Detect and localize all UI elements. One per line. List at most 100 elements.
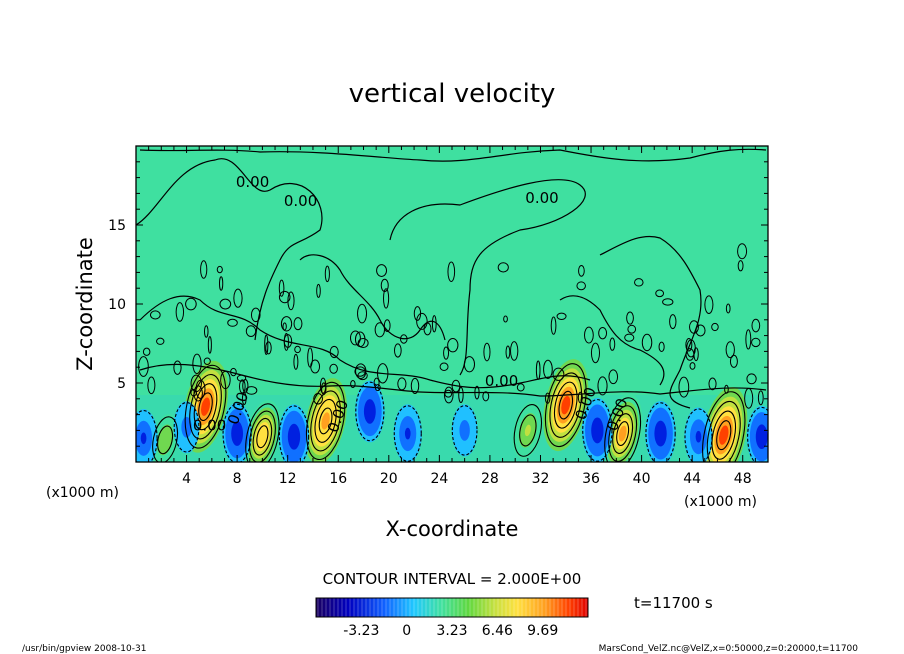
downdraft-cell (140, 432, 147, 445)
small-contour (357, 303, 368, 324)
small-contour (597, 376, 608, 396)
contour-ring (702, 391, 746, 462)
footer-left: /usr/bin/gpview 2008-10-31 (22, 644, 146, 654)
contour-line (299, 254, 446, 341)
downdraft-cell (462, 425, 468, 436)
time-label: t=11700 s (634, 594, 713, 612)
colorbar-tick-label: 0 (402, 623, 411, 639)
small-contour (655, 289, 665, 298)
small-contour (634, 278, 644, 287)
contour-label: 0.00 (525, 189, 558, 207)
contour-line (599, 235, 702, 409)
updraft-cell (258, 429, 267, 445)
contour-ring (544, 363, 587, 448)
small-contour (751, 318, 761, 333)
downdraft-cell (404, 427, 411, 440)
contour-ring (193, 383, 218, 431)
small-contour (550, 316, 557, 335)
x-axis-label: X-coordinate (386, 517, 519, 541)
small-contour (156, 337, 165, 345)
x-tick-label: 16 (329, 471, 347, 487)
updraft-cell (719, 425, 729, 445)
small-contour (757, 390, 764, 406)
small-contour (278, 279, 285, 297)
contour-ring (305, 381, 346, 461)
small-contour (380, 278, 389, 292)
small-contour (287, 291, 295, 311)
small-contour (280, 316, 293, 332)
small-contour (556, 312, 567, 320)
contour-ring (157, 425, 174, 455)
small-contour (376, 264, 388, 277)
y-axis-ticks: 5 10 15 (108, 161, 768, 447)
updraft-cell (618, 425, 627, 442)
small-contour (283, 333, 289, 351)
small-contour (669, 314, 677, 330)
contour-ring (549, 372, 583, 438)
contour-ring (184, 364, 227, 449)
colorbar-tick-label: 9.69 (527, 623, 558, 639)
contour-ring (616, 421, 630, 447)
downdraft-cell (366, 405, 373, 418)
contour-line (139, 148, 767, 162)
small-contour (219, 276, 224, 291)
small-contour (203, 357, 211, 365)
small-contour (324, 265, 330, 283)
small-contour (193, 385, 203, 402)
x-tick-label: 28 (481, 471, 499, 487)
x-unit-right: (x1000 m) (684, 494, 757, 510)
small-contour (264, 334, 269, 356)
small-contour (746, 373, 757, 385)
small-contour (535, 360, 541, 380)
contour-ring (451, 405, 478, 456)
small-contour (443, 386, 454, 404)
colorbar-tick-label: 6.46 (482, 623, 513, 639)
contour-ring (612, 413, 634, 454)
contour-line (139, 363, 767, 397)
small-contour (626, 311, 634, 325)
small-contour (147, 376, 156, 395)
x-tick-label: 36 (582, 471, 600, 487)
downdraft-cell (758, 430, 765, 443)
updraft-cell (321, 412, 330, 430)
x-tick-label: 48 (734, 471, 752, 487)
small-contour (357, 338, 369, 349)
contour-ring (582, 399, 613, 462)
small-contour (689, 362, 696, 370)
small-contour (142, 347, 151, 356)
contour-line (389, 179, 586, 376)
small-contour (737, 243, 748, 260)
contour-ring (604, 397, 642, 462)
small-contour (431, 315, 437, 333)
updraft-cell (524, 424, 531, 437)
contour-line (136, 158, 323, 341)
small-contour (220, 370, 231, 390)
updraft-cell (162, 434, 168, 445)
x-tick-label: 8 (233, 471, 242, 487)
small-contour (576, 281, 586, 291)
x-tick-label: 44 (683, 471, 701, 487)
contour-ring (318, 407, 333, 435)
contour-ring (245, 403, 280, 462)
small-contour (474, 385, 480, 400)
updraft-cell (561, 395, 571, 415)
x-tick-label: 12 (279, 471, 297, 487)
small-contour (410, 377, 420, 394)
contour-ring (519, 414, 537, 447)
small-contour (349, 330, 361, 346)
small-contour (578, 265, 585, 277)
small-contour (239, 379, 246, 394)
small-contour (751, 337, 761, 348)
small-contour (725, 341, 735, 359)
small-contour (293, 353, 299, 370)
contour-ring (189, 373, 222, 440)
downdraft-cell (290, 430, 298, 444)
small-contour (230, 367, 237, 377)
small-contour (329, 345, 339, 359)
downdraft-cell (657, 427, 664, 441)
y-tick-label: 10 (108, 297, 126, 313)
small-contour (624, 333, 635, 342)
small-contour (423, 322, 432, 336)
small-contour (482, 391, 490, 402)
x-tick-label: 24 (430, 471, 448, 487)
